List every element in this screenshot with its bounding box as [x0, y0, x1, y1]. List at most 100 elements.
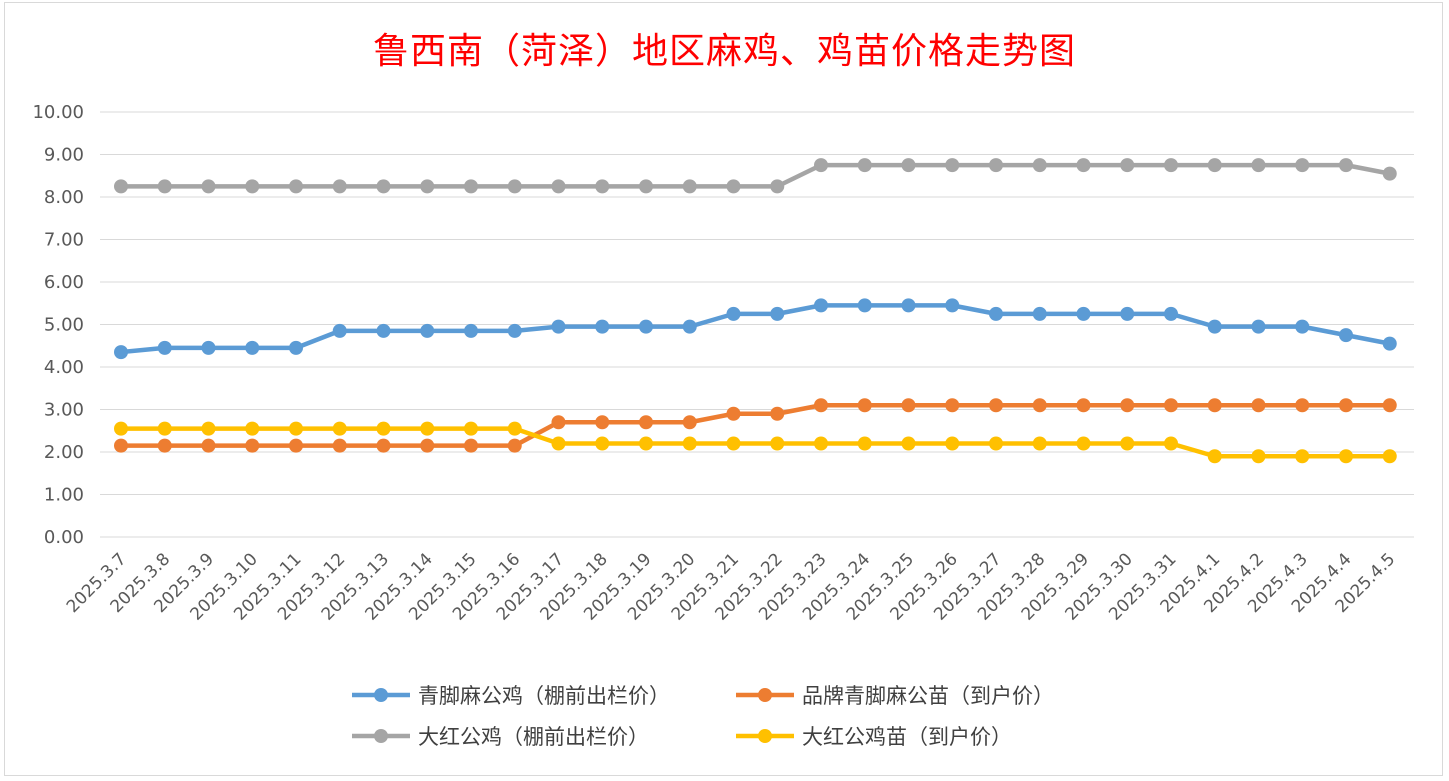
data-point: [857, 298, 872, 313]
data-point: [201, 421, 216, 436]
series-line: [118, 303, 1392, 355]
data-point: [157, 179, 172, 194]
data-point: [1076, 398, 1091, 413]
data-point: [1339, 328, 1353, 343]
legend-item: 品牌青脚麻公苗（到户价）: [736, 684, 1054, 708]
legend-swatch-marker: [758, 729, 772, 743]
data-point: [901, 436, 916, 451]
data-point: [1251, 158, 1266, 173]
data-point: [726, 306, 741, 321]
y-tick-label: 8.00: [44, 187, 84, 208]
data-point: [1251, 319, 1266, 334]
data-point: [857, 436, 872, 451]
data-point: [639, 415, 653, 430]
data-point: [114, 421, 128, 436]
data-point: [1295, 398, 1310, 413]
data-point: [245, 421, 260, 436]
data-point: [1120, 398, 1135, 413]
data-point: [901, 158, 916, 173]
data-point: [551, 436, 566, 451]
data-point: [332, 179, 347, 194]
series-line: [118, 403, 1392, 448]
data-point: [639, 179, 653, 194]
data-point: [1032, 436, 1047, 451]
y-tick-label: 9.00: [44, 145, 84, 166]
data-point: [1120, 436, 1135, 451]
data-point: [770, 306, 785, 321]
data-point: [114, 345, 128, 360]
data-point: [989, 306, 1003, 321]
data-point: [726, 436, 741, 451]
y-tick-label: 2.00: [44, 442, 84, 463]
data-point: [770, 436, 785, 451]
data-point: [507, 438, 522, 453]
data-point: [945, 398, 960, 413]
data-point: [289, 179, 303, 194]
data-point: [1295, 319, 1310, 334]
data-point: [726, 179, 741, 194]
data-point: [1339, 449, 1353, 464]
data-point: [114, 438, 128, 453]
data-point: [551, 179, 566, 194]
x-axis-ticks: 2025.3.72025.3.82025.3.92025.3.102025.3.…: [63, 549, 1399, 624]
data-point: [989, 398, 1003, 413]
data-point: [464, 323, 478, 338]
y-tick-label: 1.00: [44, 485, 84, 506]
data-point: [726, 406, 741, 421]
legend-swatch-marker: [374, 688, 388, 702]
data-point: [289, 438, 303, 453]
data-point: [420, 179, 435, 194]
data-point: [857, 398, 872, 413]
data-point: [332, 438, 347, 453]
data-point: [770, 179, 785, 194]
data-point: [1382, 449, 1397, 464]
data-point: [1164, 436, 1178, 451]
data-point: [464, 438, 478, 453]
y-tick-label: 5.00: [44, 315, 84, 336]
data-point: [1120, 158, 1135, 173]
data-point: [595, 436, 610, 451]
data-point: [464, 421, 478, 436]
data-point: [945, 298, 960, 313]
y-axis-ticks: 0.00 1.00 2.00 3.00 4.00 5.00 6.00 7.00 8.00 9.00…: [32, 102, 84, 548]
series-3: [114, 421, 1397, 464]
data-point: [595, 179, 610, 194]
data-point: [639, 319, 653, 334]
data-point: [420, 421, 435, 436]
data-point: [639, 436, 653, 451]
data-point: [682, 179, 697, 194]
data-point: [464, 179, 478, 194]
data-point: [1076, 436, 1091, 451]
data-point: [551, 319, 566, 334]
data-point: [1207, 158, 1222, 173]
data-point: [420, 438, 435, 453]
data-point: [814, 298, 828, 313]
legend-label: 大红公鸡苗（到户价）: [802, 725, 1012, 749]
data-point: [770, 406, 785, 421]
data-point: [1339, 398, 1353, 413]
data-point: [1251, 449, 1266, 464]
data-point: [201, 179, 216, 194]
data-point: [1207, 319, 1222, 334]
data-point: [1339, 158, 1353, 173]
legend-label: 品牌青脚麻公苗（到户价）: [802, 684, 1054, 708]
data-point: [507, 421, 522, 436]
data-point: [814, 436, 828, 451]
data-point: [1295, 158, 1310, 173]
data-point: [595, 319, 610, 334]
legend: 青脚麻公鸡（棚前出栏价） 品牌青脚麻公苗（到户价） 大红公鸡（棚前出栏价） 大红公鸡苗…: [352, 684, 1054, 749]
data-point: [1164, 306, 1178, 321]
data-point: [376, 323, 391, 338]
data-point: [901, 398, 916, 413]
data-point: [1032, 398, 1047, 413]
data-point: [1382, 398, 1397, 413]
legend-label: 大红公鸡（棚前出栏价）: [418, 725, 649, 749]
data-point: [595, 415, 610, 430]
data-point: [989, 158, 1003, 173]
chart-frame: [4, 2, 1443, 776]
data-point: [1032, 158, 1047, 173]
data-point: [814, 158, 828, 173]
legend-item: 大红公鸡苗（到户价）: [736, 725, 1012, 749]
y-tick-label: 10.00: [32, 102, 84, 123]
